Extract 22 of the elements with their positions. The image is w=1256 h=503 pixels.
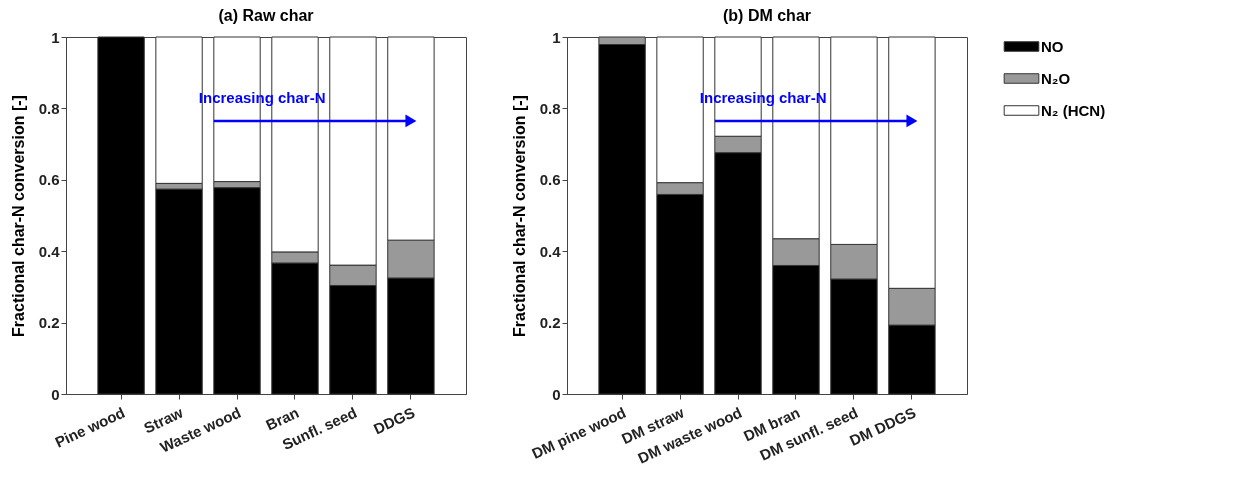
y-axis-title: Fractional char-N conversion [-] xyxy=(510,95,528,337)
y-tick-label: 0.2 xyxy=(38,314,60,332)
y-tick-label: 0.8 xyxy=(539,99,561,117)
y-tick-label: 1 xyxy=(552,28,561,46)
y-tick-label: 0.2 xyxy=(539,314,561,332)
bar xyxy=(155,188,203,395)
chart-title: (a) Raw char xyxy=(218,7,314,24)
y-tick-label: 0.6 xyxy=(539,171,561,189)
y-tick-label: 1 xyxy=(51,28,60,46)
legend-label: N₂O xyxy=(1041,69,1071,87)
legend-label: N₂ (HCN) xyxy=(1041,101,1106,119)
x-tick-label: Pine wood xyxy=(52,403,128,451)
y-tick-label: 0 xyxy=(552,385,561,403)
y-tick-label: 0.4 xyxy=(539,242,562,260)
y-tick-label: 0.6 xyxy=(38,171,60,189)
legend-label: NO xyxy=(1041,37,1064,55)
y-axis-title: Fractional char-N conversion [-] xyxy=(9,95,27,337)
bar xyxy=(97,36,145,395)
y-tick-label: 0.4 xyxy=(38,242,61,260)
chart-title: (b) DM char xyxy=(723,7,811,24)
y-tick-label: 0 xyxy=(51,385,60,403)
y-tick-label: 0.8 xyxy=(38,99,60,117)
